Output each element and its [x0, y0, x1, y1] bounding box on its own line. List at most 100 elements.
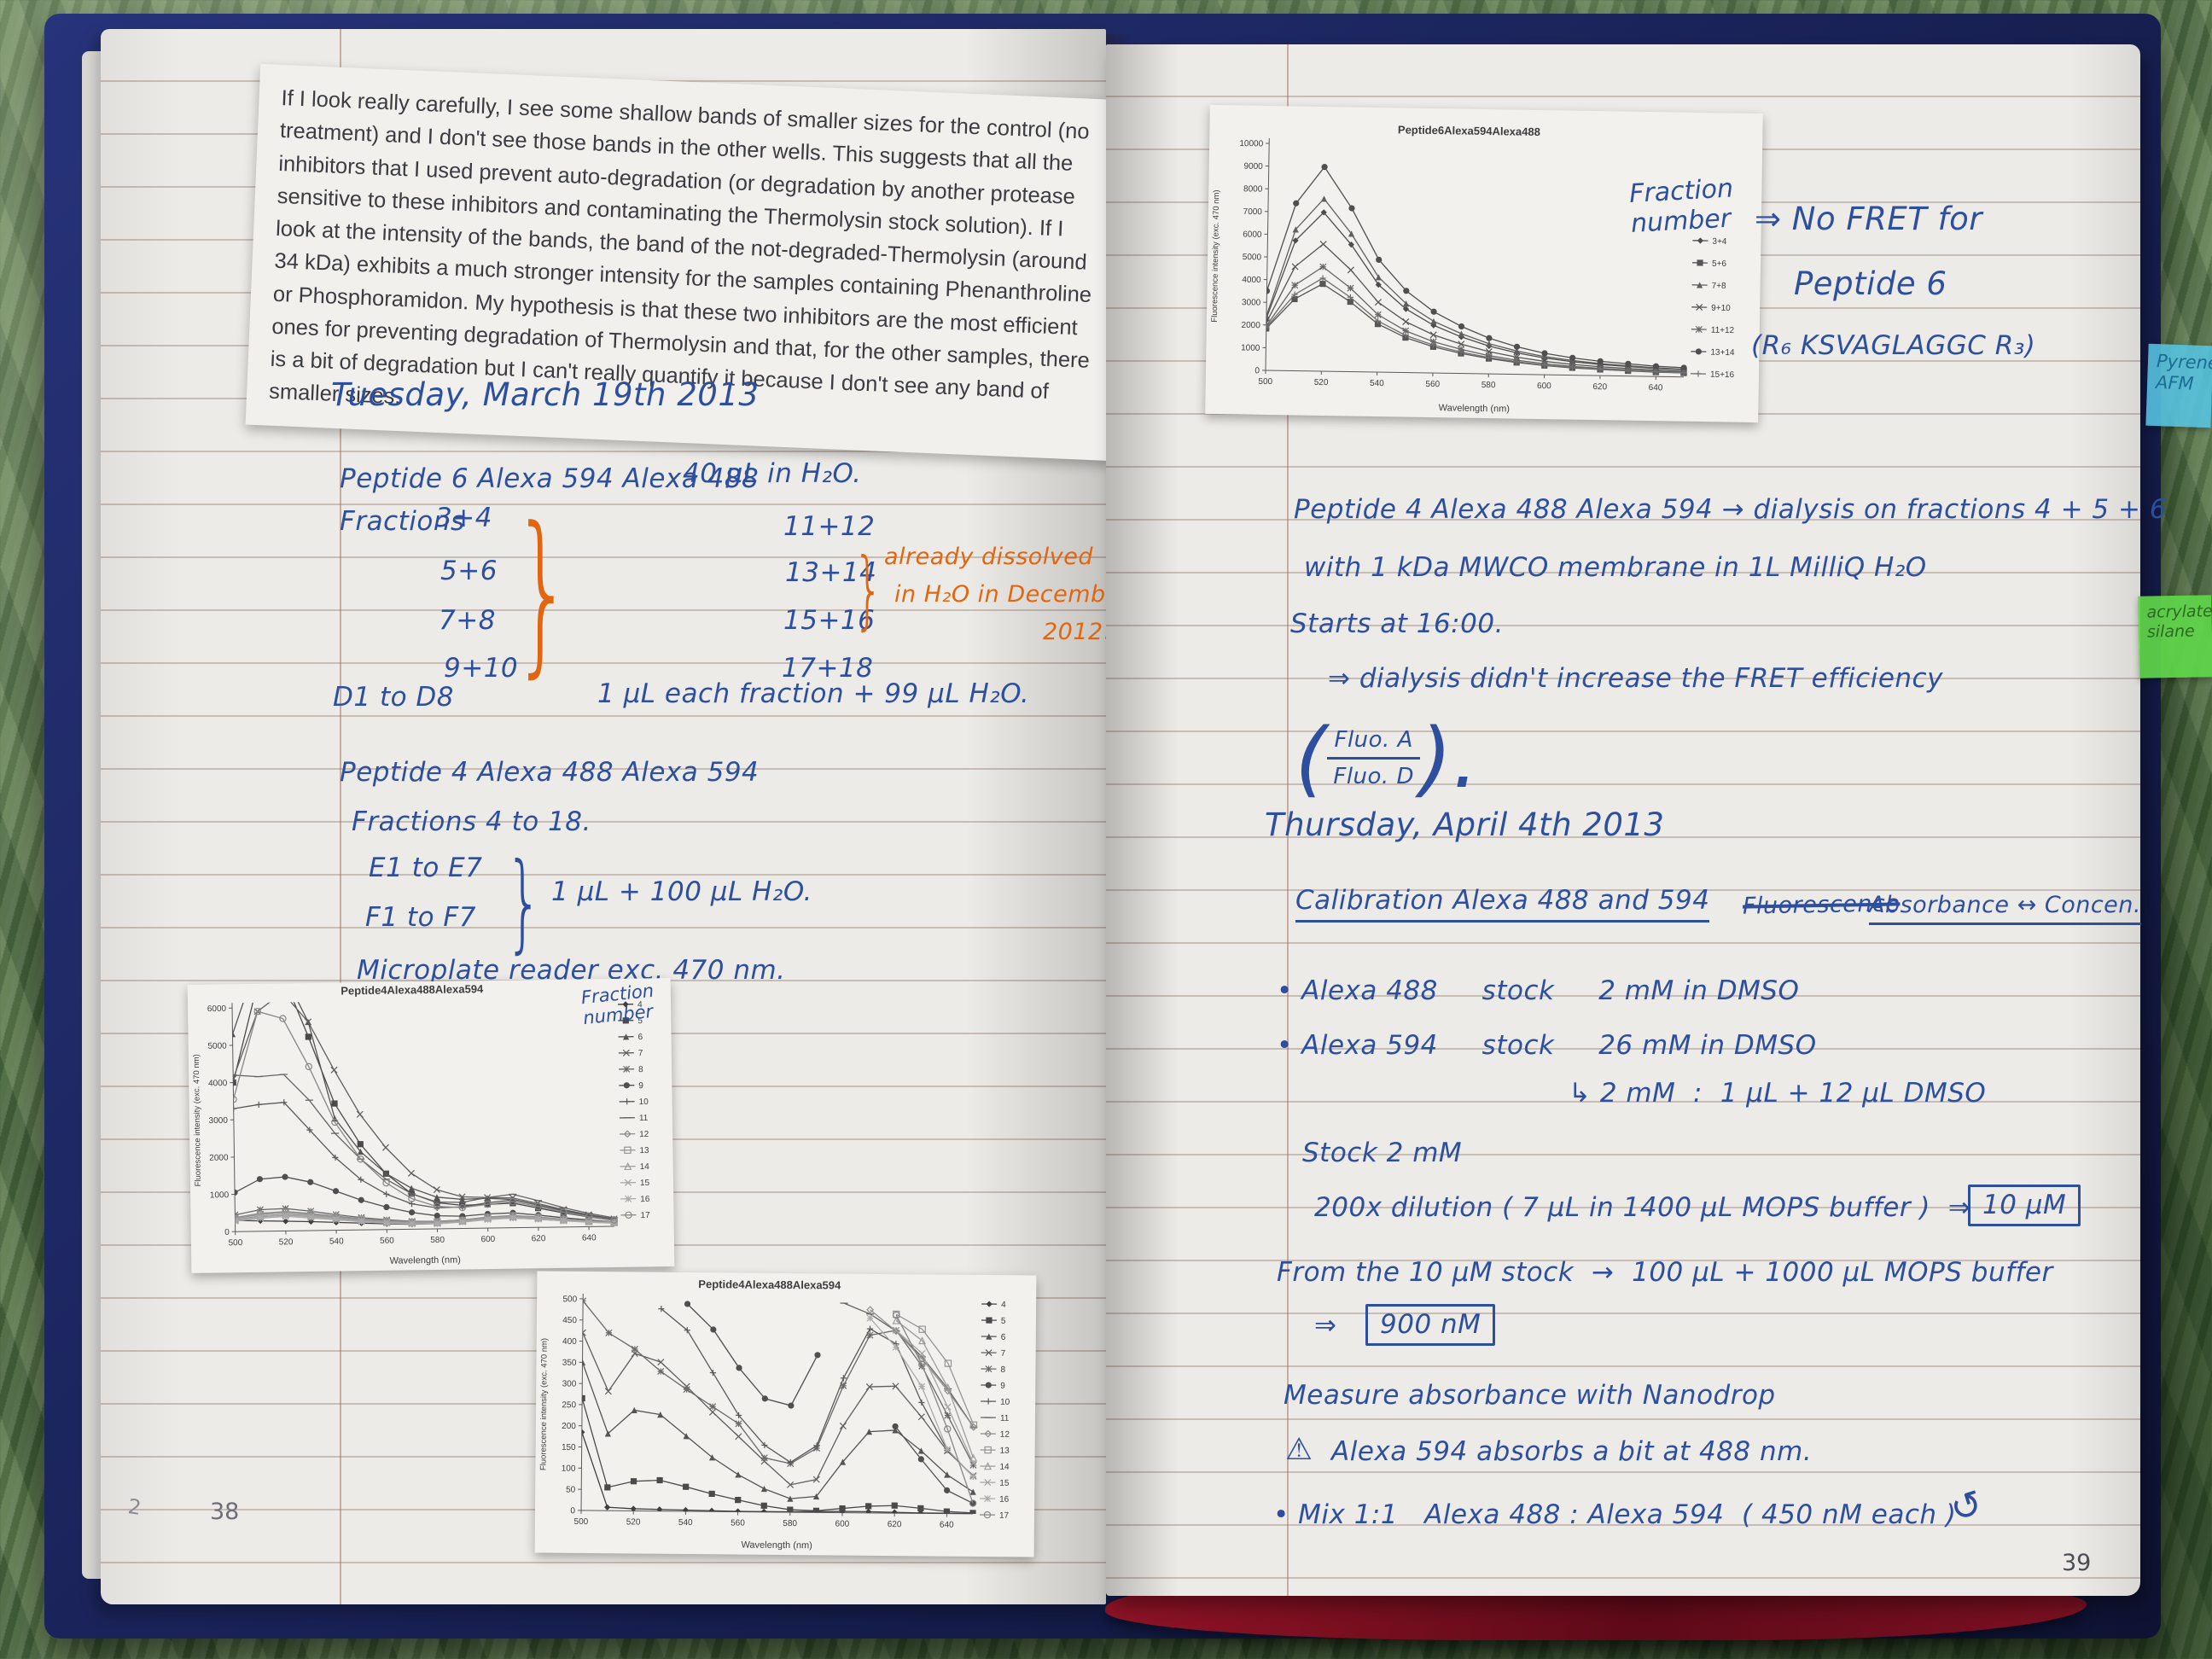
orange-note-line: 2012! — [1043, 619, 1114, 645]
stock-heading: Stock 2 mM — [1302, 1138, 1463, 1168]
svg-text:11: 11 — [639, 1114, 649, 1123]
left-margin-line — [340, 29, 341, 1604]
svg-text:16: 16 — [999, 1495, 1010, 1505]
svg-text:4000: 4000 — [208, 1079, 228, 1088]
dmso-dilution-line: ↳ 2 mM : 1 µL + 12 µL DMSO — [1569, 1078, 1987, 1109]
svg-text:500: 500 — [1258, 377, 1272, 387]
fluorescence-ratio: Fluo. A Fluo. D — [1327, 726, 1420, 791]
svg-text:3+4: 3+4 — [1712, 237, 1727, 247]
svg-text:14: 14 — [640, 1162, 650, 1172]
svg-text:Fluorescence intensity (exc. 4: Fluorescence intensity (exc. 470 nm) — [192, 1054, 203, 1186]
svg-text:7000: 7000 — [1243, 207, 1263, 217]
alexa488-stock-line: • Alexa 488 stock 2 mM in DMSO — [1277, 975, 1800, 1006]
alexa594-stock-line: • Alexa 594 stock 26 mM in DMSO — [1277, 1030, 1817, 1061]
svg-text:600: 600 — [835, 1520, 849, 1529]
svg-text:12: 12 — [639, 1130, 649, 1139]
svg-text:600: 600 — [1537, 381, 1551, 391]
svg-text:520: 520 — [279, 1237, 294, 1247]
chart1-handwritten-label: Fraction number — [579, 980, 655, 1029]
well-row-f: F1 to F7 — [365, 902, 476, 933]
svg-text:1000: 1000 — [210, 1190, 230, 1200]
brace-icon: } — [505, 841, 544, 964]
fraction-pair: 7+8 — [439, 605, 496, 636]
fret-ratio-fraction: (Fluo. A Fluo. D). — [1280, 690, 1479, 800]
svg-text:100: 100 — [562, 1464, 576, 1474]
svg-text:8: 8 — [1000, 1365, 1005, 1375]
dilution-result-box: 10 µM — [1968, 1185, 2081, 1226]
svg-text:Peptide4Alexa488Alexa594: Peptide4Alexa488Alexa594 — [341, 982, 484, 997]
svg-text:5: 5 — [1001, 1317, 1006, 1326]
well-row-e: E1 to E7 — [369, 853, 483, 883]
svg-text:500: 500 — [573, 1517, 588, 1527]
svg-text:Wavelength (nm): Wavelength (nm) — [741, 1540, 812, 1551]
sticky-tab-green-label: acrylate silane — [2146, 602, 2212, 642]
right-margin-line — [1287, 44, 1289, 1596]
svg-text:5000: 5000 — [207, 1041, 227, 1051]
svg-text:Wavelength (nm): Wavelength (nm) — [389, 1255, 461, 1266]
dialysis-line3: Starts at 16:00. — [1290, 608, 1504, 639]
from-stock-arrow: ⇒ — [1314, 1310, 1337, 1341]
svg-text:580: 580 — [1481, 381, 1496, 390]
brace-icon: } — [512, 491, 574, 694]
chart-peptide4-500: Peptide4Alexa488Alexa594 0 50 100 150 200 250 3… — [535, 1271, 1037, 1560]
svg-text:16: 16 — [640, 1195, 650, 1204]
svg-text:15: 15 — [999, 1479, 1010, 1488]
svg-text:4: 4 — [1001, 1301, 1006, 1310]
svg-text:640: 640 — [582, 1233, 597, 1243]
svg-text:4: 4 — [637, 1000, 643, 1010]
svg-text:200: 200 — [562, 1422, 576, 1431]
svg-text:560: 560 — [380, 1237, 394, 1246]
svg-text:250: 250 — [562, 1400, 576, 1410]
svg-text:3000: 3000 — [1242, 298, 1261, 307]
right-page-number: 39 — [2062, 1550, 2092, 1576]
svg-text:640: 640 — [1649, 383, 1663, 393]
svg-text:7: 7 — [638, 1049, 643, 1058]
calibration-heading: Calibration Alexa 488 and 594 — [1295, 884, 1710, 923]
chart-peptide6: Peptide6Alexa594Alexa488 0 1000 2000 3000 400… — [1205, 105, 1763, 426]
svg-text:15+16: 15+16 — [1710, 370, 1735, 380]
svg-text:6000: 6000 — [207, 1004, 227, 1014]
peptide6-title: Peptide 6 Alexa 594 Alexa 488 — [340, 463, 760, 494]
peptide4-fractions: Fractions 4 to 18. — [352, 806, 591, 837]
svg-text:540: 540 — [678, 1518, 693, 1528]
calibration-absorbance: Absorbance ↔ Concen. — [1869, 891, 2141, 925]
svg-text:3000: 3000 — [209, 1116, 229, 1126]
svg-text:560: 560 — [1425, 380, 1440, 389]
svg-text:6: 6 — [638, 1033, 643, 1042]
svg-text:9: 9 — [638, 1081, 643, 1091]
svg-text:Fluorescence intensity (exc. 4: Fluorescence intensity (exc. 470 nm) — [1210, 189, 1221, 322]
svg-text:14: 14 — [999, 1463, 1010, 1472]
chart-peptide4-6000: Peptide4Alexa488Alexa594 0 1000 2000 3000 400… — [188, 978, 675, 1277]
no-fret-line2: Peptide 6 — [1794, 265, 1947, 302]
svg-text:2000: 2000 — [209, 1153, 229, 1162]
from-stock-result-box: 900 nM — [1365, 1304, 1496, 1346]
no-fret-line3: (R₆ KSVAGLAGGC R₃) — [1751, 330, 2036, 361]
fraction-pair: 9+10 — [444, 653, 519, 684]
sticky-tab-cyan-label: Pyrene AFM — [2155, 351, 2212, 394]
svg-text:Peptide4Alexa488Alexa594: Peptide4Alexa488Alexa594 — [698, 1278, 841, 1291]
svg-text:5000: 5000 — [1243, 253, 1262, 262]
fraction-pair: 11+12 — [783, 511, 876, 542]
svg-text:520: 520 — [626, 1517, 641, 1527]
sticky-tab-cyan: Pyrene AFM — [2145, 343, 2212, 428]
orange-note-line: in H₂O in December — [894, 581, 1131, 608]
svg-text:10000: 10000 — [1239, 139, 1263, 148]
fractions-label: Fractions — [340, 506, 465, 537]
svg-text:17: 17 — [640, 1211, 650, 1220]
date-heading-right: Thursday, April 4th 2013 — [1265, 806, 1665, 843]
dialysis-line4: ⇒ dialysis didn't increase the FRET effi… — [1328, 663, 1943, 694]
svg-text:17: 17 — [999, 1511, 1010, 1521]
svg-text:520: 520 — [1314, 378, 1329, 387]
warning-icon: ⚠ — [1285, 1432, 1313, 1467]
open-paren: ( — [1295, 710, 1328, 806]
svg-text:6000: 6000 — [1243, 230, 1262, 239]
svg-text:10: 10 — [639, 1097, 649, 1107]
dialysis-line2: with 1 kDa MWCO membrane in 1L MilliQ H₂… — [1304, 552, 1927, 583]
svg-text:13+14: 13+14 — [1710, 348, 1735, 358]
svg-text:620: 620 — [888, 1520, 902, 1529]
svg-text:13: 13 — [639, 1146, 649, 1155]
svg-text:1000: 1000 — [1241, 343, 1260, 352]
well-desc: 1 µL + 100 µL H₂O. — [551, 876, 812, 907]
svg-text:300: 300 — [562, 1379, 577, 1388]
